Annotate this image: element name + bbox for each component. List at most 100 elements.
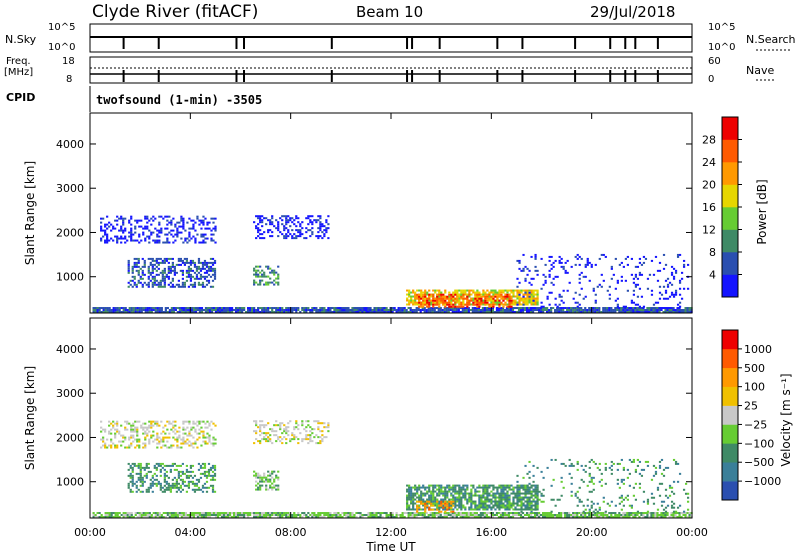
data-cell <box>426 301 429 304</box>
data-cell <box>206 436 209 439</box>
data-cell <box>207 265 211 268</box>
data-cell <box>161 271 164 274</box>
data-cell <box>173 273 176 276</box>
data-cell <box>323 307 326 310</box>
data-cell <box>534 297 537 300</box>
data-cell <box>520 303 523 306</box>
data-cell <box>516 494 519 497</box>
data-cell <box>131 478 134 481</box>
data-cell <box>212 438 215 441</box>
data-cell <box>144 422 147 425</box>
data-cell <box>321 237 324 240</box>
data-cell <box>189 474 193 477</box>
nave-label: Nave <box>746 64 774 77</box>
data-cell <box>269 438 272 441</box>
data-cell <box>524 500 527 503</box>
data-cell <box>216 309 220 312</box>
data-cell <box>106 227 109 230</box>
data-cell <box>331 514 334 517</box>
data-cell <box>479 512 482 515</box>
data-cell <box>644 516 647 518</box>
y-tick-label: 4000 <box>56 138 84 151</box>
data-cell <box>169 269 172 272</box>
data-cell <box>644 309 647 312</box>
data-cell <box>206 221 209 224</box>
data-cell <box>406 500 409 503</box>
data-cell <box>118 512 121 515</box>
data-cell <box>626 514 629 517</box>
data-cell <box>213 267 217 270</box>
data-cell <box>512 291 515 294</box>
data-cell <box>576 309 579 312</box>
data-cell <box>452 295 455 298</box>
data-cell <box>482 496 485 499</box>
data-cell <box>140 516 143 518</box>
data-cell <box>471 512 474 515</box>
data-cell <box>186 516 190 518</box>
data-cell <box>526 289 529 292</box>
data-cell <box>454 293 457 296</box>
data-cell <box>305 420 308 423</box>
data-cell <box>427 307 430 310</box>
data-cell <box>526 490 529 493</box>
data-cell <box>134 311 137 313</box>
data-cell <box>181 488 185 491</box>
data-cell <box>333 514 336 517</box>
data-cell <box>139 474 142 477</box>
data-cell <box>307 309 310 312</box>
data-cell <box>682 259 686 262</box>
data-cell <box>135 490 138 493</box>
data-cell <box>126 446 129 449</box>
data-cell <box>466 299 469 302</box>
data-cell <box>461 307 464 310</box>
data-cell <box>129 472 132 475</box>
data-cell <box>510 492 513 495</box>
data-cell <box>556 311 559 313</box>
data-cell <box>514 508 517 511</box>
data-cell <box>313 428 316 431</box>
data-cell <box>357 512 360 515</box>
data-cell <box>271 221 274 224</box>
data-cell <box>480 299 483 302</box>
data-cell <box>399 516 402 518</box>
data-cell <box>572 307 575 310</box>
data-cell <box>678 293 682 296</box>
data-cell <box>118 432 121 435</box>
data-cell <box>444 498 447 501</box>
data-cell <box>291 434 294 437</box>
data-cell <box>198 311 202 313</box>
data-cell <box>529 516 533 518</box>
data-cell <box>636 311 639 313</box>
data-cell <box>323 514 326 517</box>
data-cell <box>172 235 175 238</box>
data-cell <box>684 309 687 312</box>
data-cell <box>590 490 593 493</box>
data-cell <box>204 436 207 439</box>
data-cell <box>514 506 517 509</box>
data-cell <box>273 273 276 276</box>
data-cell <box>662 512 665 515</box>
data-cell <box>234 512 238 515</box>
data-cell <box>147 265 150 268</box>
data-cell <box>226 512 230 515</box>
data-cell <box>517 514 521 517</box>
data-cell <box>405 512 408 515</box>
data-cell <box>287 229 290 232</box>
data-cell <box>169 468 172 471</box>
data-cell <box>504 500 507 503</box>
data-cell <box>129 466 132 469</box>
data-cell <box>484 508 487 511</box>
data-cell <box>452 496 455 499</box>
data-cell <box>624 514 627 517</box>
data-cell <box>166 307 169 310</box>
data-cell <box>480 301 483 304</box>
data-cell <box>443 514 446 517</box>
data-cell <box>656 516 659 518</box>
data-cell <box>194 514 198 517</box>
data-cell <box>128 219 131 222</box>
data-cell <box>157 281 160 284</box>
data-cell <box>391 512 394 515</box>
data-cell <box>492 305 495 308</box>
data-cell <box>137 478 140 481</box>
data-cell <box>202 215 205 218</box>
